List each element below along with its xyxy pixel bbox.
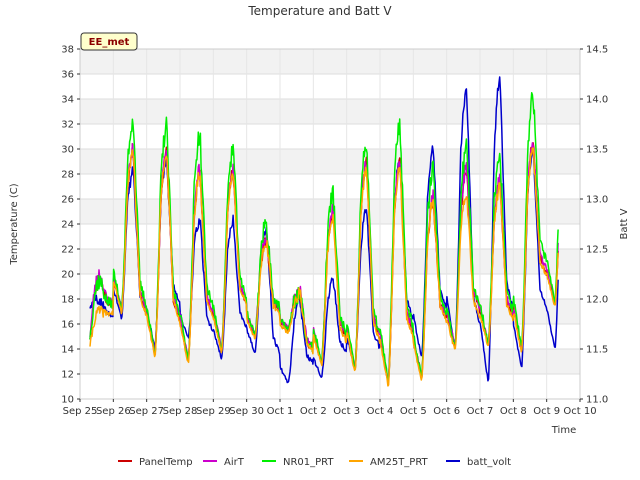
y-tick-label: 24 xyxy=(61,220,74,231)
y2-tick-label: 13.5 xyxy=(586,145,608,156)
plot-band xyxy=(80,249,580,274)
plot-band xyxy=(80,299,580,324)
x-tick-label: Sep 30 xyxy=(229,406,264,417)
y-tick-label: 36 xyxy=(61,70,74,81)
plot-band xyxy=(80,99,580,124)
x-tick-label: Sep 25 xyxy=(63,406,98,417)
y-tick-label: 12 xyxy=(61,370,74,381)
y-tick-label: 26 xyxy=(61,195,74,206)
plot-band xyxy=(80,49,580,74)
x-axis-title: Time xyxy=(551,425,576,436)
y-tick-label: 14 xyxy=(61,345,74,356)
y-tick-label: 32 xyxy=(61,120,74,131)
x-tick-label: Oct 1 xyxy=(267,406,294,417)
series-line-am25t-prt xyxy=(89,147,559,387)
plot-band xyxy=(80,149,580,174)
y-tick-label: 22 xyxy=(61,245,74,256)
y2-axis-title: Batt V xyxy=(619,208,630,239)
x-tick-label: Sep 29 xyxy=(196,406,231,417)
x-tick-label: Oct 10 xyxy=(563,406,596,417)
y2-tick-label: 14.5 xyxy=(586,45,608,56)
x-tick-label: Oct 7 xyxy=(467,406,494,417)
y-tick-label: 34 xyxy=(61,95,74,106)
x-tick-label: Oct 8 xyxy=(500,406,527,417)
y-tick-label: 38 xyxy=(61,45,74,56)
y-axis-title: Temperature (C) xyxy=(9,183,20,265)
y-tick-label: 30 xyxy=(61,145,74,156)
legend-label: PanelTemp xyxy=(139,457,193,468)
y-tick-label: 10 xyxy=(61,395,74,406)
x-tick-label: Oct 5 xyxy=(400,406,427,417)
series-lines xyxy=(89,76,559,387)
legend-label: AirT xyxy=(224,457,245,468)
y-tick-label: 20 xyxy=(61,270,74,281)
x-tick-label: Sep 27 xyxy=(129,406,164,417)
y2-tick-label: 11.5 xyxy=(586,345,608,356)
y2-tick-label: 12.5 xyxy=(586,245,608,256)
y-axis-ticks: 10 12 14 16 18 20 22 24 26 28 30 32 34 36 38 xyxy=(61,45,80,406)
x-tick-label: Oct 3 xyxy=(333,406,360,417)
y2-axis-ticks: 11.0 11.5 12.0 12.5 13.0 13.5 14.0 14.5 xyxy=(580,45,608,406)
legend: PanelTemp AirT NR01_PRT AM25T_PRT batt_volt xyxy=(118,457,511,468)
chart-title: Temperature and Batt V xyxy=(247,4,392,18)
y2-tick-label: 11.0 xyxy=(586,395,608,406)
legend-label: batt_volt xyxy=(467,457,511,468)
y2-tick-label: 14.0 xyxy=(586,95,608,106)
station-badge-label: EE_met xyxy=(89,37,130,48)
x-tick-label: Sep 26 xyxy=(96,406,131,417)
x-tick-label: Oct 4 xyxy=(367,406,394,417)
x-tick-label: Oct 2 xyxy=(300,406,327,417)
legend-label: NR01_PRT xyxy=(283,457,334,468)
plot-band xyxy=(80,349,580,374)
y2-tick-label: 12.0 xyxy=(586,295,608,306)
y-tick-label: 16 xyxy=(61,320,74,331)
y2-tick-label: 13.0 xyxy=(586,195,608,206)
x-tick-label: Sep 28 xyxy=(163,406,198,417)
legend-label: AM25T_PRT xyxy=(370,457,429,468)
x-tick-label: Oct 9 xyxy=(533,406,560,417)
x-tick-label: Oct 6 xyxy=(433,406,460,417)
y-tick-label: 28 xyxy=(61,170,74,181)
station-badge xyxy=(80,32,138,51)
y-tick-label: 18 xyxy=(61,295,74,306)
